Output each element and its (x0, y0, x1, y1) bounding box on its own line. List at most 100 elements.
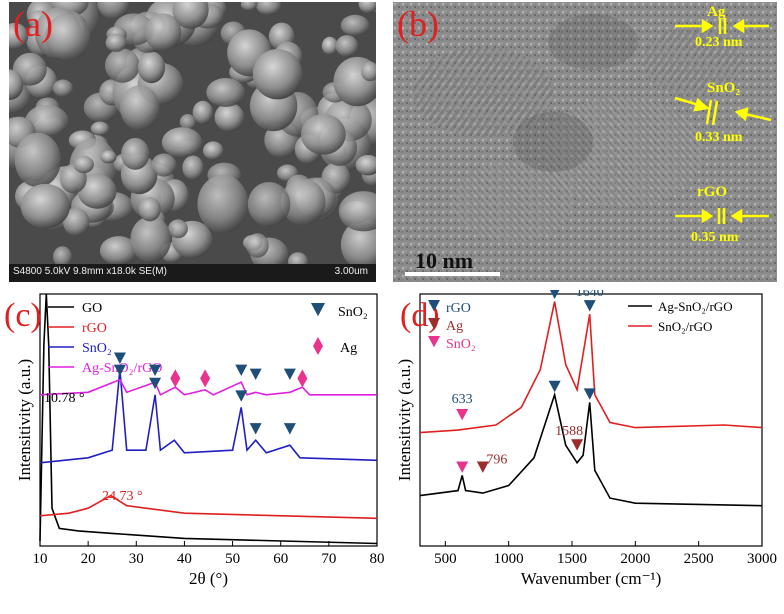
legend-label-1: rGO (82, 321, 107, 336)
sem-particle (97, 2, 130, 20)
series-line-0 (419, 301, 763, 434)
sno2-peak-marker (149, 377, 162, 390)
x-tick-label: 70 (321, 551, 336, 567)
sno2-peak-marker (283, 423, 296, 435)
sem-particle (104, 48, 140, 83)
ag-sno2-rgo-sno2-peak-marker (113, 364, 126, 377)
x-axis-label: Wavenumber (cm⁻¹) (521, 569, 662, 588)
sem-particle (130, 216, 172, 263)
raman-chart: 500 1000 1500 2000 2500 3000 Wavenumber (cm⁻¹)… (395, 290, 777, 588)
sem-particle (182, 155, 204, 181)
tem-scale-label: 10 nm (415, 248, 474, 273)
sem-particle (25, 104, 69, 137)
sno2-peak-marker-bottom (456, 461, 469, 473)
sem-particle (246, 233, 269, 258)
sno2-peak-marker (113, 352, 126, 364)
sem-particle (52, 246, 72, 268)
sem-particle (300, 113, 346, 155)
sem-image: (a) S4800 5.0kV 9.8mm x18.0k SE(M) 3.00u… (9, 2, 376, 282)
sem-particle (9, 22, 29, 50)
ag-peak-marker-796 (476, 461, 489, 473)
sem-particle (77, 173, 117, 209)
marker-legend-icon-0 (428, 300, 440, 312)
peak-label-796: 796 (486, 452, 507, 467)
sem-particle (99, 236, 138, 266)
sno2-spacing-label: 0.33 nm (695, 130, 743, 145)
peak-label-1640: 1640 (576, 290, 604, 300)
sem-particle (321, 36, 338, 55)
sem-particle (144, 13, 182, 51)
series-line-3 (39, 378, 377, 396)
series-line-1 (39, 494, 378, 520)
tem-scale-bar (405, 272, 500, 276)
tem-image: (b) Ag 0.23 nm SnO₂ 0.33 nm rGO 0.35 nm … (393, 2, 777, 282)
sem-particle (202, 141, 224, 160)
x-tick-label: 20 (81, 551, 96, 567)
sem-particle (137, 51, 166, 84)
sem-particle (161, 127, 203, 158)
sno2-peak-marker (235, 390, 248, 402)
x-tick-label: 2500 (684, 551, 714, 567)
ag-spacing-label: 0.23 nm (695, 35, 743, 50)
sem-particle (280, 178, 326, 226)
sem-particle (179, 113, 196, 131)
sem-particle (358, 2, 376, 14)
sem-particle (256, 2, 281, 15)
panel-a-label: (a) (13, 4, 53, 44)
ag-peak-marker (200, 369, 211, 388)
series-line-1 (419, 391, 763, 507)
legend-label-0: Ag-SnO₂/rGO (658, 299, 733, 314)
sno2-peak-marker (249, 423, 262, 435)
x-tick-label: 30 (129, 551, 144, 567)
y-axis-label: Intensitivity (a.u.) (395, 359, 414, 481)
sem-particle (168, 219, 188, 239)
ag-peak-marker (170, 369, 181, 388)
marker-legend-label-1: Ag (446, 319, 463, 334)
peak-label-1588: 1588 (555, 424, 583, 439)
ag-sno2-rgo-sno2-peak-marker (149, 364, 162, 377)
sem-particle (214, 102, 245, 132)
ag-marker-legend-icon (313, 337, 323, 355)
sno2-marker-legend-icon (311, 303, 325, 317)
sem-particle (206, 77, 245, 107)
sem-particle (62, 208, 90, 236)
y-axis-label: Intensitivity (a.u.) (15, 359, 34, 481)
sno2-marker-legend-label: SnO₂ (338, 305, 368, 320)
sno2-peak-marker-top (456, 408, 469, 421)
sem-particle (335, 35, 359, 57)
sem-particle (247, 182, 291, 227)
sem-particle (45, 13, 91, 61)
sem-particle (14, 132, 61, 188)
ag-marker-legend-label: Ag (340, 341, 357, 356)
legend-label-1: SnO₂/rGO (658, 319, 712, 334)
x-tick-label: 40 (177, 551, 192, 567)
sem-particle (138, 197, 161, 222)
x-tick-label: 500 (434, 551, 457, 567)
rgo-annotation-label: rGO (697, 184, 727, 200)
x-tick-label: 10 (33, 551, 48, 567)
sem-particle (9, 69, 24, 100)
sem-particle (355, 154, 376, 176)
sem-particle (197, 174, 249, 234)
tem-texture (393, 2, 777, 282)
legend-label-0: GO (82, 301, 102, 316)
marker-legend-label-0: rGO (446, 301, 471, 316)
rgo-g-peak-marker-top (583, 300, 596, 312)
x-tick-label: 60 (273, 551, 288, 567)
x-tick-label: 80 (370, 551, 385, 567)
sem-particle (192, 100, 213, 125)
sem-particle (20, 183, 71, 229)
series-line-2 (39, 369, 378, 464)
x-tick-label: 1500 (557, 551, 587, 567)
rgo-peak-annotation: 24.73 ° (102, 489, 143, 504)
x-tick-label: 3000 (747, 551, 777, 567)
sem-particle (340, 14, 370, 37)
marker-legend-label-2: SnO₂ (446, 337, 476, 352)
sem-particle (73, 155, 94, 174)
sem-texture (9, 2, 376, 282)
x-axis-label: 2θ (°) (189, 569, 228, 588)
sem-particle (120, 85, 160, 131)
x-tick-label: 2000 (620, 551, 650, 567)
panel-label: (c) (4, 297, 42, 334)
rgo-spacing-label: 0.35 nm (691, 230, 739, 245)
